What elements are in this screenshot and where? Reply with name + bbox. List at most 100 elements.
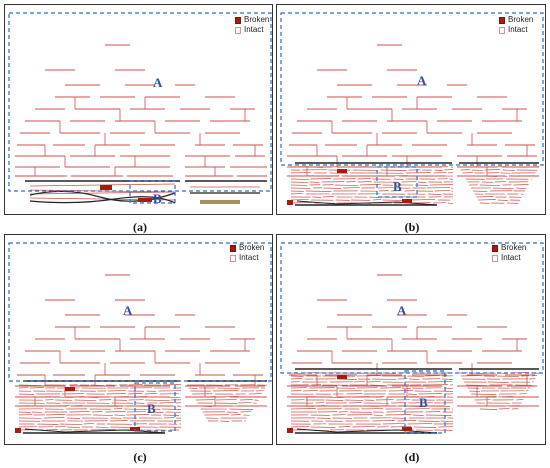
legend-d: Broken Intact	[492, 243, 526, 263]
region-b-box	[134, 382, 176, 432]
broken-swatch	[492, 244, 498, 252]
intact-swatch	[230, 254, 236, 262]
broken-zone	[337, 169, 347, 173]
legend-intact-label: Intact	[508, 25, 528, 34]
broken-swatch	[235, 16, 241, 24]
panel-d-drawing: AB	[280, 242, 544, 434]
fractured-stratum	[144, 393, 157, 395]
fractured-stratum	[442, 378, 454, 380]
fractured-stratum	[516, 187, 527, 189]
intact-swatch	[499, 26, 505, 34]
region-a-label: A	[153, 75, 163, 90]
fractured-stratum	[390, 426, 412, 428]
fractured-stratum	[309, 181, 320, 183]
fractured-stratum	[487, 381, 510, 383]
legend-a: Broken Intact	[235, 15, 269, 35]
region-a-label: A	[417, 73, 427, 88]
fractured-stratum	[29, 191, 176, 195]
fractured-stratum	[66, 417, 80, 419]
panel-c-drawing: AB	[8, 242, 272, 434]
fractured-stratum	[407, 375, 425, 377]
fractured-stratum	[145, 399, 170, 401]
fractured-stratum	[67, 426, 81, 428]
fractured-stratum	[29, 189, 176, 193]
fractured-stratum	[315, 405, 325, 407]
fractured-stratum	[325, 399, 344, 401]
panel-b-drawing: AB	[280, 12, 544, 206]
broken-roof-curve	[29, 196, 176, 204]
region-a-label: A	[123, 303, 133, 318]
fractured-stratum	[290, 172, 312, 174]
fractured-stratum	[126, 414, 150, 416]
fractured-stratum	[128, 384, 143, 386]
fractured-stratum	[159, 396, 181, 398]
fractured-stratum	[410, 199, 436, 201]
region-b-label: B	[153, 191, 162, 206]
fractured-stratum	[354, 381, 366, 383]
fractured-stratum	[230, 414, 241, 416]
fractured-stratum	[369, 384, 386, 386]
fractured-stratum	[290, 199, 309, 201]
broken-zone	[100, 185, 112, 190]
fractured-stratum	[417, 181, 427, 183]
broken-zone	[138, 198, 152, 202]
fractured-stratum	[290, 181, 309, 183]
legend-intact-label: Intact	[239, 253, 259, 262]
fractured-stratum	[373, 414, 383, 416]
fractured-stratum	[305, 190, 332, 192]
fractured-stratum	[310, 426, 336, 428]
fractured-stratum	[90, 384, 105, 386]
legend-broken-label: Broken	[244, 15, 270, 24]
fractured-stratum	[124, 408, 150, 410]
fractured-stratum	[188, 387, 198, 389]
legend-broken-label: Broken	[508, 15, 534, 24]
fractured-stratum	[161, 408, 182, 410]
fractured-stratum	[367, 381, 381, 383]
fractured-stratum	[215, 402, 238, 404]
fractured-stratum	[290, 408, 316, 410]
legend-broken-label: Broken	[239, 243, 265, 252]
fractured-stratum	[444, 169, 454, 171]
panel-a: A B Broken Intact	[4, 4, 273, 215]
fractured-stratum	[369, 196, 379, 198]
fractured-stratum	[447, 202, 454, 204]
fractured-stratum	[290, 202, 312, 204]
broken-swatch	[499, 16, 505, 24]
fractured-stratum	[460, 375, 482, 377]
fractured-stratum	[290, 390, 302, 392]
caption-c: (c)	[133, 450, 147, 464]
fractured-stratum	[199, 405, 212, 407]
fractured-stratum	[105, 411, 126, 413]
fractured-stratum	[493, 187, 514, 189]
fractured-stratum	[114, 414, 126, 416]
fractured-stratum	[290, 178, 310, 180]
fractured-stratum	[74, 399, 97, 401]
legend-intact-label: Intact	[244, 25, 264, 34]
broken-zone	[402, 199, 412, 203]
fractured-stratum	[55, 426, 66, 428]
fractured-stratum	[426, 187, 450, 189]
fractured-stratum	[380, 169, 407, 171]
fractured-stratum	[447, 172, 454, 174]
fractured-stratum	[18, 384, 43, 386]
fractured-stratum	[382, 423, 406, 425]
broken-zone	[65, 387, 75, 391]
fractured-stratum	[478, 199, 496, 201]
fractured-stratum	[471, 169, 484, 171]
caption-d: (d)	[404, 450, 420, 464]
fractured-stratum	[516, 399, 524, 401]
broken-roof-curve	[296, 200, 438, 206]
region-a-box	[280, 12, 544, 166]
region-b-box	[129, 180, 176, 204]
fractured-stratum	[290, 378, 303, 380]
fractured-stratum	[352, 426, 376, 428]
fractured-stratum	[480, 175, 498, 177]
fractured-stratum	[346, 181, 356, 183]
fractured-stratum	[240, 411, 252, 413]
fractured-stratum	[379, 190, 389, 192]
broken-swatch	[230, 244, 236, 252]
broken-roof-curve	[24, 428, 166, 434]
